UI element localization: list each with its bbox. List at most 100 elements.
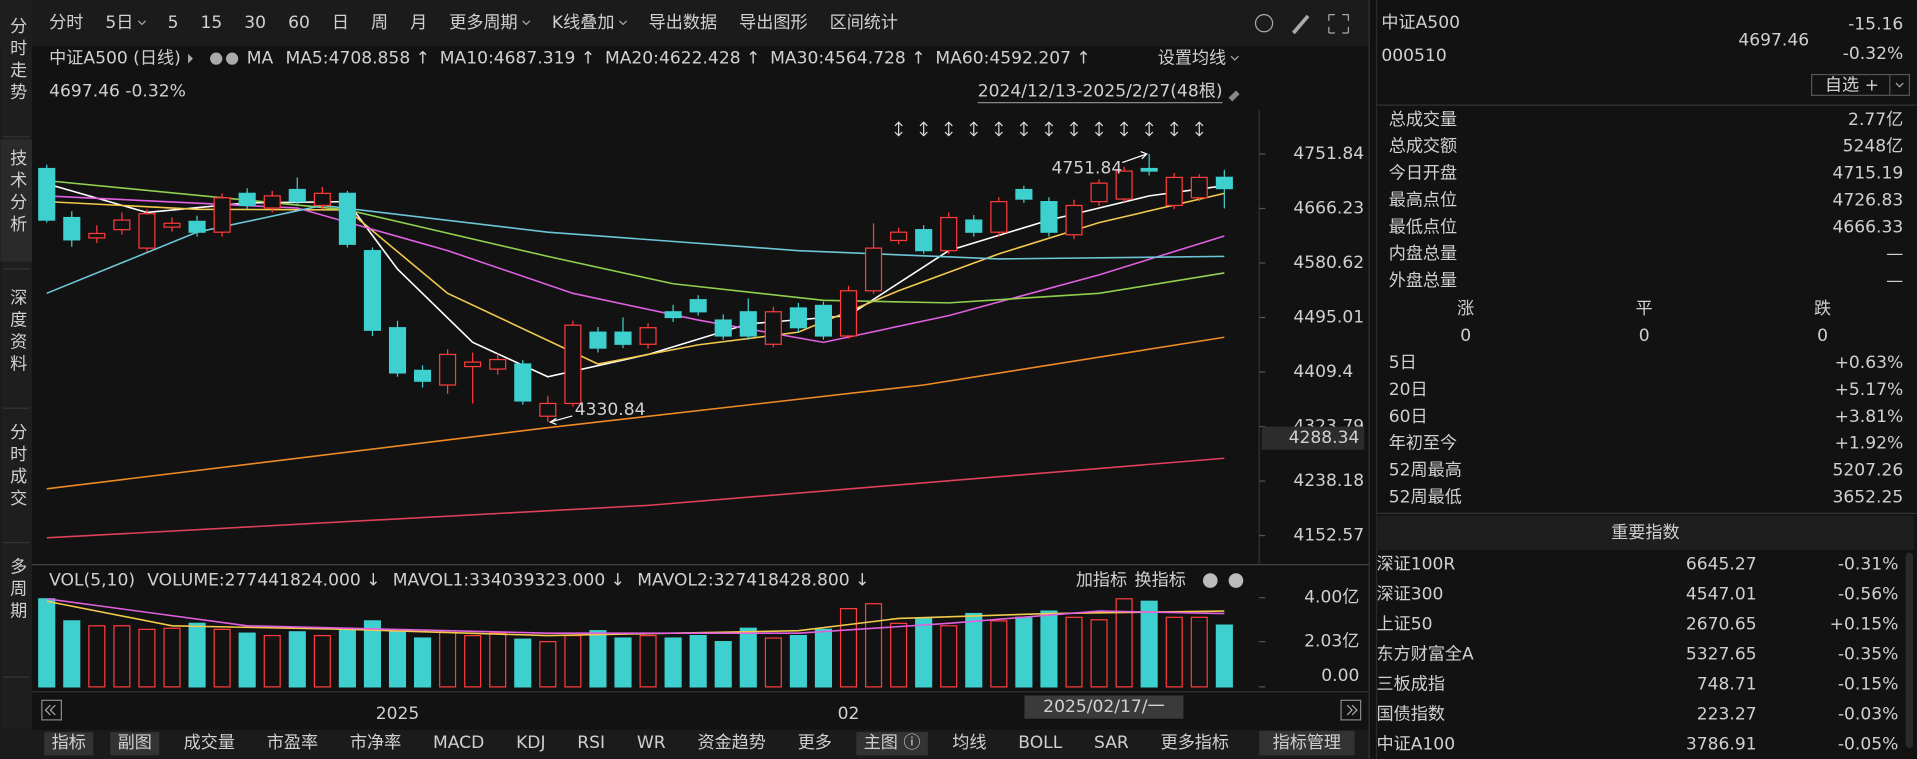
bottom-tab[interactable]: 市净率 bbox=[350, 733, 401, 753]
bottom-tab[interactable]: 副图 bbox=[118, 733, 152, 753]
toolbar-item[interactable]: 导出图形 bbox=[739, 13, 807, 33]
bottom-tab[interactable]: 资金趋势 bbox=[697, 733, 765, 753]
candle-body bbox=[564, 324, 582, 405]
sidebar-tab[interactable]: 分时成交 bbox=[6, 423, 27, 511]
volume-bar bbox=[839, 608, 858, 688]
legend-item: VOLUME:277441824.000 ↓ bbox=[147, 571, 380, 591]
breadth-label: 涨 bbox=[1457, 299, 1474, 319]
stat-label: 最高点位 bbox=[1389, 190, 1457, 210]
indicator-button[interactable]: 换指标 bbox=[1135, 571, 1186, 591]
signal-icon bbox=[894, 121, 903, 137]
signal-icon bbox=[944, 121, 953, 137]
volume-bar bbox=[664, 637, 682, 688]
toolbar-item[interactable]: 区间统计 bbox=[830, 13, 898, 33]
index-name[interactable]: 深证300 bbox=[1377, 585, 1444, 605]
toolbar-item[interactable]: K线叠加 bbox=[552, 13, 615, 33]
volume-bar bbox=[965, 612, 983, 688]
settings-button[interactable]: 设置均线 bbox=[1158, 49, 1226, 69]
toolbar-item[interactable]: 分时 bbox=[49, 13, 83, 33]
tab-box bbox=[856, 732, 928, 756]
volume-bar bbox=[188, 622, 206, 688]
breadth-label: 跌 bbox=[1814, 299, 1831, 319]
quote-name: 中证A500 bbox=[1381, 13, 1460, 33]
legend-item: MAVOL1:334039323.000 ↓ bbox=[393, 571, 625, 591]
sidebar-tab[interactable]: 深度资料 bbox=[6, 288, 27, 376]
dropdown-icon bbox=[1895, 82, 1904, 88]
index-name[interactable]: 深证100R bbox=[1377, 555, 1456, 575]
toolbar-item[interactable]: 月 bbox=[410, 13, 427, 33]
toolbar-item[interactable]: 周 bbox=[371, 13, 388, 33]
toolbar-item[interactable]: 5 bbox=[168, 13, 179, 33]
sidebar-tab[interactable]: 多周期 bbox=[6, 557, 27, 623]
bottom-tab[interactable]: 指标 bbox=[52, 733, 86, 753]
toolbar-item[interactable]: 更多周期 bbox=[449, 13, 517, 33]
date-range[interactable]: 2024/12/13-2025/2/27(48根) bbox=[978, 82, 1223, 102]
candle-body bbox=[865, 247, 883, 292]
indicator-button[interactable]: 加指标 bbox=[1076, 571, 1127, 591]
volume-bar bbox=[915, 617, 933, 688]
bottom-tab[interactable]: 成交量 bbox=[184, 733, 235, 753]
settings-icon bbox=[1202, 573, 1218, 588]
y-tick-label: 2.03亿 bbox=[1304, 632, 1359, 652]
index-name[interactable]: 三板成指 bbox=[1377, 674, 1445, 694]
bottom-tab[interactable]: 更多指标 bbox=[1161, 733, 1229, 753]
index-name[interactable]: 上证50 bbox=[1377, 615, 1433, 635]
index-name[interactable]: 东方财富全A bbox=[1377, 645, 1475, 665]
scroll-right[interactable] bbox=[1340, 699, 1362, 721]
bottom-tab[interactable]: 均线 bbox=[952, 733, 986, 753]
signal-icon bbox=[1094, 121, 1104, 137]
sidebar-active-bg bbox=[0, 139, 33, 262]
bottom-tab[interactable]: KDJ bbox=[516, 733, 545, 753]
stat-label: 总成交额 bbox=[1389, 137, 1457, 157]
volume-bar bbox=[288, 631, 306, 688]
bottom-tab[interactable]: 主图 ⓘ bbox=[864, 733, 921, 753]
toolbar-item[interactable]: 5日 bbox=[105, 13, 133, 33]
toolbar-item[interactable]: 日 bbox=[332, 13, 349, 33]
volume-bar bbox=[38, 598, 56, 688]
cursor-date-box bbox=[1024, 695, 1184, 719]
y-tick-label: 4495.01 bbox=[1293, 308, 1364, 328]
watch-box[interactable] bbox=[1811, 73, 1911, 96]
scroll-left[interactable] bbox=[41, 699, 63, 721]
bottom-tab[interactable]: SAR bbox=[1094, 733, 1129, 753]
toolbar-item[interactable]: 导出数据 bbox=[649, 13, 717, 33]
volume-bar bbox=[739, 627, 757, 688]
toolbar-icon[interactable] bbox=[1254, 14, 1274, 33]
bottom-tab[interactable]: BOLL bbox=[1018, 733, 1062, 753]
bottom-tab[interactable]: MACD bbox=[433, 733, 484, 753]
candle-body bbox=[990, 201, 1008, 233]
bottom-tab[interactable]: 市盈率 bbox=[267, 733, 318, 753]
tab-box bbox=[44, 732, 94, 756]
quote-change: -15.16 bbox=[1848, 14, 1903, 34]
signal-icon bbox=[1120, 121, 1129, 137]
volume-bar bbox=[489, 632, 507, 688]
index-name[interactable]: 国债指数 bbox=[1377, 704, 1445, 724]
ma-line bbox=[46, 192, 1225, 365]
scroll-right-icon bbox=[1346, 704, 1358, 716]
signal-icon bbox=[1145, 121, 1154, 137]
pin-icon[interactable] bbox=[1228, 90, 1240, 102]
bottom-tab[interactable]: 更多 bbox=[798, 733, 832, 753]
legend-item: MA20:4622.428 ↑ bbox=[605, 49, 760, 69]
return-label: 52周最低 bbox=[1389, 487, 1462, 507]
toolbar-icon[interactable] bbox=[1328, 14, 1350, 34]
toolbar-item[interactable]: 60 bbox=[288, 13, 310, 33]
toolbar-item[interactable]: 30 bbox=[244, 13, 266, 33]
sidebar-tab[interactable]: 分时走势 bbox=[6, 17, 27, 105]
toolbar-icon[interactable] bbox=[1291, 14, 1310, 35]
candle-body bbox=[313, 192, 331, 207]
manage-button[interactable]: 指标管理 bbox=[1273, 733, 1341, 753]
index-name[interactable]: 中证A100 bbox=[1377, 734, 1456, 754]
watch-button[interactable]: 自选 + bbox=[1825, 76, 1879, 96]
toolbar-item[interactable]: 15 bbox=[201, 13, 223, 33]
sidebar-tab[interactable]: 技术分析 bbox=[6, 149, 27, 237]
annotation-arrow bbox=[1122, 150, 1148, 164]
volume-bar bbox=[1115, 598, 1133, 688]
y-tick-label: 0.00 bbox=[1321, 666, 1359, 686]
candle-body bbox=[464, 361, 482, 368]
bottom-tab[interactable]: RSI bbox=[577, 733, 605, 753]
bottom-tab[interactable]: WR bbox=[637, 733, 666, 753]
index-value: 2670.65 bbox=[1686, 615, 1757, 635]
scrollbar[interactable] bbox=[1905, 552, 1914, 748]
candle-body bbox=[263, 195, 281, 209]
